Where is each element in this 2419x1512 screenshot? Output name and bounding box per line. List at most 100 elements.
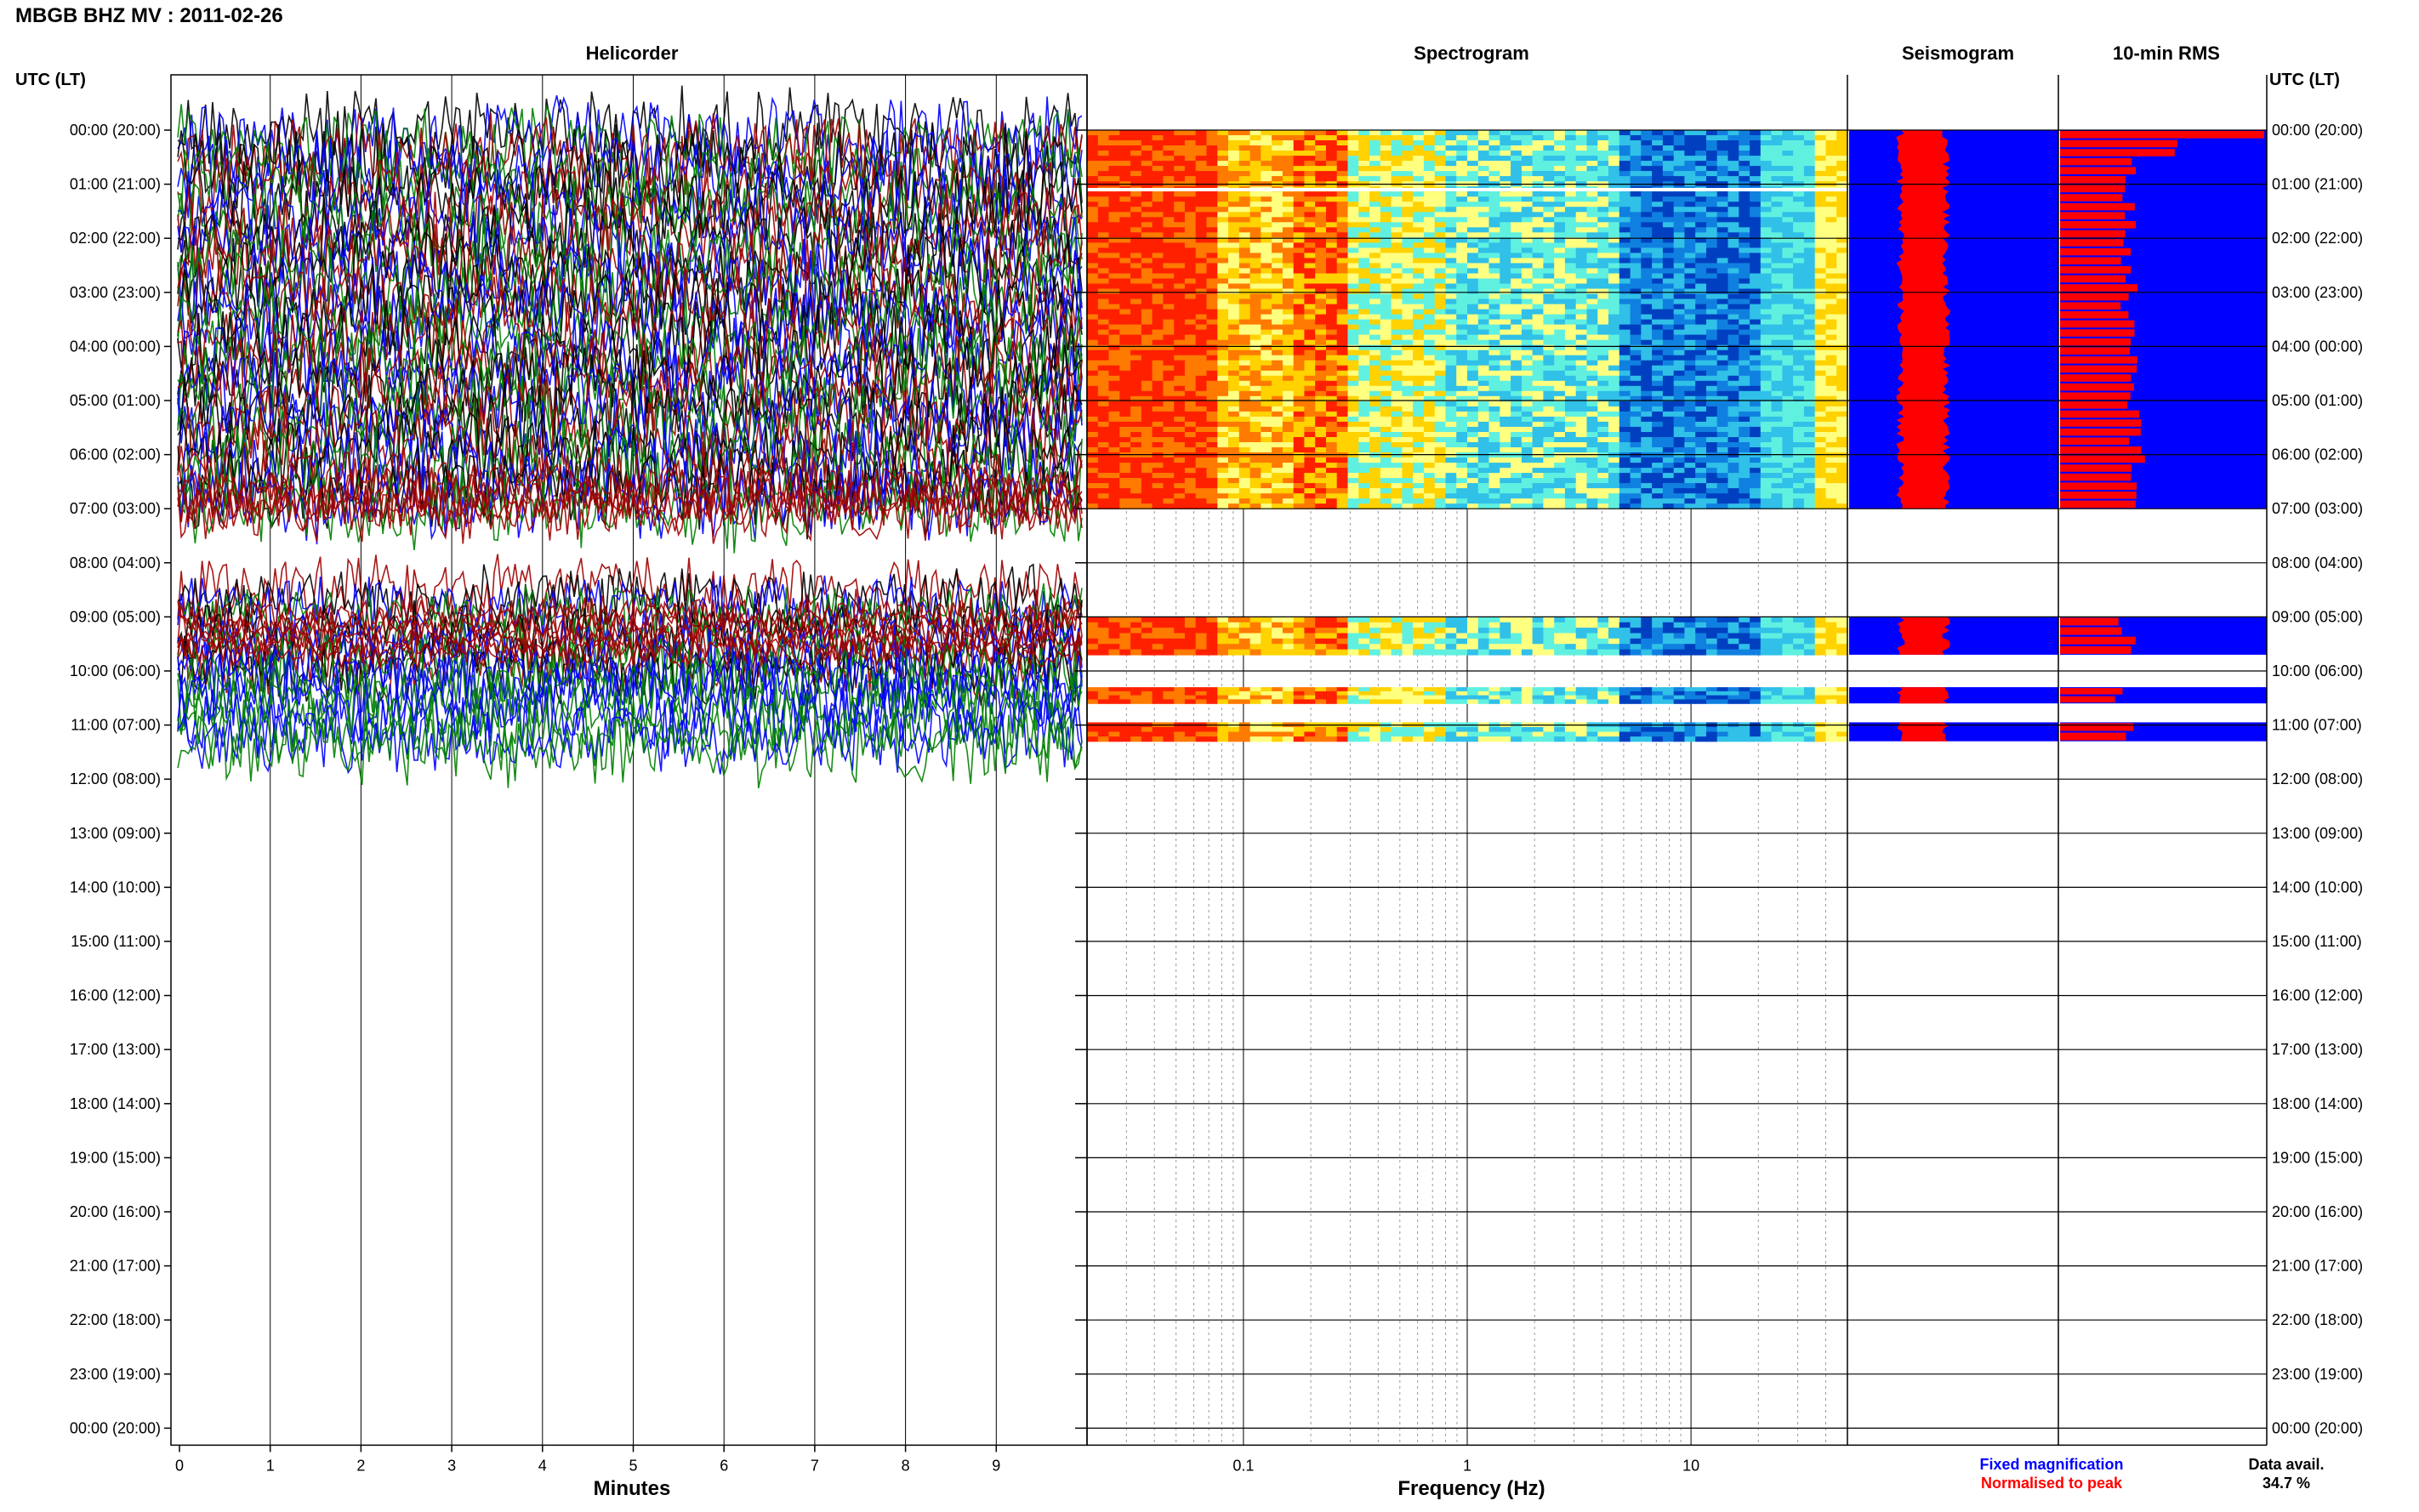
spectrogram-cell (1477, 222, 1490, 228)
spectrogram-cell (1423, 339, 1436, 346)
spectrogram-cell (1119, 253, 1131, 259)
spectrogram-cell (1413, 227, 1425, 233)
spectrogram-cell (1727, 437, 1739, 443)
spectrogram-cell (1293, 298, 1306, 305)
spectrogram-cell (1814, 355, 1827, 361)
spectrogram-cell (1630, 237, 1642, 243)
spectrogram-cell (1456, 324, 1468, 331)
spectrogram-cell (1564, 253, 1577, 259)
spectrogram-cell (1413, 253, 1425, 259)
spectrogram-cell (1750, 212, 1762, 218)
spectrogram-cell (1238, 171, 1251, 177)
spectrogram-cell (1184, 288, 1197, 295)
spectrogram-cell (1488, 421, 1500, 428)
spectrogram-cell (1456, 176, 1468, 182)
spectrogram-cell (1619, 258, 1631, 264)
spectrogram-cell (1554, 437, 1566, 443)
spectrogram-cell (1750, 283, 1762, 290)
spectrogram-cell (1195, 452, 1208, 458)
spectrogram-cell (1727, 232, 1739, 238)
spectrogram-x-tick-label: 0.1 (1232, 1457, 1254, 1474)
helicorder-trace (177, 617, 1083, 654)
spectrogram-cell (1836, 273, 1848, 280)
spectrogram-cell (1163, 151, 1175, 156)
spectrogram-cell (1293, 468, 1306, 474)
spectrogram-cell (1369, 329, 1381, 336)
spectrogram-cell (1445, 380, 1457, 387)
spectrogram-cell (1760, 432, 1773, 438)
spectrogram-cell (1163, 411, 1175, 418)
spectrogram-cell (1130, 227, 1142, 233)
spectrogram-cell (1619, 222, 1631, 228)
spectrogram-cell (1554, 473, 1566, 479)
spectrogram-cell (1238, 202, 1251, 207)
spectrogram-cell (1727, 442, 1739, 448)
spectrogram-cell (1564, 304, 1577, 310)
spectrogram-cell (1727, 263, 1739, 269)
spectrogram-cell (1282, 319, 1295, 326)
spectrogram-cell (1087, 273, 1099, 280)
spectrogram-cell (1836, 227, 1848, 233)
spectrogram-cell (1272, 212, 1283, 218)
spectrogram-cell (1825, 411, 1837, 418)
spectrogram-cell (1087, 196, 1099, 202)
spectrogram-cell (1380, 222, 1392, 228)
spectrogram-cell (1195, 463, 1208, 469)
spectrogram-cell (1706, 390, 1718, 397)
spectrogram-cell (1532, 401, 1544, 407)
spectrogram-cell (1108, 375, 1120, 382)
figure-title: MBGB BHZ MV : 2011-02-26 (15, 4, 283, 27)
spectrogram-cell (1391, 411, 1403, 418)
spectrogram-cell (1228, 350, 1240, 356)
spectrogram-cell (1163, 156, 1175, 162)
spectrogram-cell (1163, 355, 1175, 361)
spectrogram-cell (1684, 207, 1696, 213)
spectrogram-cell (1706, 217, 1718, 223)
spectrogram-cell (1293, 380, 1306, 387)
spectrogram-cell (1771, 329, 1783, 336)
spectrogram-cell (1358, 202, 1370, 207)
spectrogram-cell (1836, 452, 1848, 458)
spectrogram-cell (1695, 304, 1707, 310)
spectrogram-cell (1771, 293, 1783, 300)
spectrogram-cell (1706, 191, 1718, 197)
spectrogram-cell (1184, 350, 1197, 356)
spectrogram-cell (1564, 202, 1577, 207)
spectrogram-cell (1402, 380, 1414, 387)
spectrogram-cell (1261, 309, 1272, 315)
spectrogram-cell (1282, 360, 1295, 367)
spectrogram-cell (1771, 161, 1783, 167)
spectrogram-cell (1380, 309, 1392, 315)
spectrogram-cell (1597, 385, 1609, 392)
spectrogram-cell (1184, 207, 1197, 213)
spectrogram-cell (1684, 432, 1696, 438)
spectrogram-cell (1097, 406, 1110, 412)
spectrogram-cell (1087, 406, 1099, 412)
spectrogram-cell (1119, 191, 1131, 197)
spectrogram-cell (1326, 288, 1338, 295)
spectrogram-cell (1608, 140, 1620, 146)
spectrogram-cell (1814, 156, 1827, 162)
spectrogram-cell (1206, 437, 1218, 443)
spectrogram-cell (1782, 401, 1794, 407)
spectrogram-cell (1141, 304, 1153, 310)
spectrogram-cell (1608, 334, 1620, 341)
spectrogram-cell (1739, 468, 1750, 474)
spectrogram-cell (1662, 202, 1675, 207)
spectrogram-cell (1771, 196, 1783, 202)
helicorder-trace (177, 247, 1083, 338)
spectrogram-cell (1511, 176, 1523, 182)
spectrogram-cell (1793, 344, 1805, 351)
spectrogram-cell (1760, 380, 1773, 387)
spectrogram-cell (1347, 463, 1359, 469)
spectrogram-cell (1739, 232, 1750, 238)
spectrogram-cell (1575, 329, 1588, 336)
spectrogram-cell (1315, 140, 1327, 146)
spectrogram-cell (1727, 309, 1739, 315)
spectrogram-cell (1532, 370, 1544, 377)
spectrogram-cell (1825, 334, 1837, 341)
spectrogram-cell (1163, 222, 1175, 228)
spectrogram-cell (1521, 411, 1534, 418)
spectrogram-cell (1782, 452, 1794, 458)
spectrogram-cell (1511, 212, 1523, 218)
